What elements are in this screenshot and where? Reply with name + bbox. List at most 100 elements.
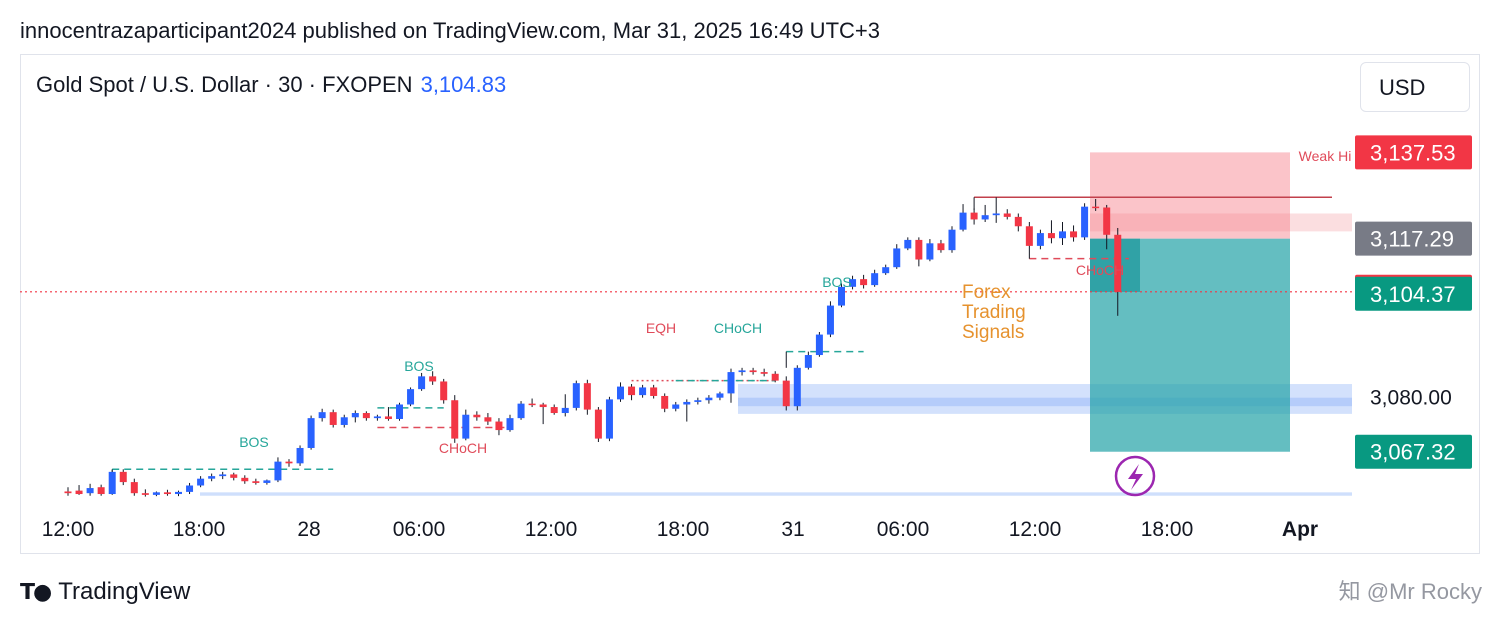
candle-body — [362, 413, 370, 419]
candle-body — [208, 476, 216, 479]
candle-body — [252, 481, 260, 483]
candle-body — [473, 414, 481, 418]
x-tick-label: 18:00 — [173, 518, 226, 541]
last-price: 3,104.83 — [420, 72, 507, 97]
demand-zone-core — [738, 397, 1352, 407]
candle-body — [484, 417, 492, 422]
lightning-icon — [1114, 455, 1156, 497]
candle-body — [163, 492, 171, 495]
candle-body — [650, 387, 658, 396]
candle-body — [296, 447, 304, 464]
x-tick-label: 12:00 — [1009, 518, 1062, 541]
demand-zone-bottom — [200, 492, 1352, 496]
chart-frame — [20, 54, 1480, 554]
candle-body — [318, 412, 326, 419]
candle-body — [418, 376, 426, 390]
candle-body — [495, 421, 503, 431]
annotation-choch-bull: CHoCH — [714, 320, 762, 336]
annotation-bos: BOS — [822, 274, 852, 290]
candle-body — [219, 474, 227, 477]
candle-body — [583, 383, 591, 410]
candle-body — [186, 485, 194, 492]
annotation-eqh: EQH — [646, 320, 676, 336]
candle-body — [64, 491, 72, 494]
candle-body — [1047, 233, 1055, 239]
candle-body — [594, 409, 602, 439]
signal-watermark-line: Trading — [962, 302, 1026, 323]
candle-body — [782, 380, 790, 407]
candle-body — [1103, 207, 1111, 235]
candle-body — [904, 239, 912, 249]
x-tick-label: 18:00 — [1141, 518, 1194, 541]
candle-body — [705, 397, 713, 401]
x-tick-label: 06:00 — [877, 518, 930, 541]
candle-body — [1114, 234, 1122, 292]
signal-watermark-line: Forex — [962, 282, 1011, 303]
candle-body — [1036, 233, 1044, 246]
candle-body — [815, 334, 823, 356]
brand-name: TradingView — [58, 578, 191, 605]
candle-body — [661, 395, 669, 409]
annotation-bos: BOS — [404, 358, 434, 374]
x-tick-label: 12:00 — [42, 518, 95, 541]
candle-body — [429, 376, 437, 382]
symbol-legend[interactable]: Gold Spot / U.S. Dollar · 30 · FXOPEN 3,1… — [36, 72, 506, 98]
supply-zone — [1090, 213, 1352, 232]
signal-watermark-line: Signals — [962, 322, 1024, 343]
candle-body — [175, 491, 182, 495]
candle-body — [274, 461, 282, 481]
currency-selector[interactable]: USD — [1360, 62, 1470, 112]
candle-body — [241, 477, 249, 482]
candle-body — [506, 418, 514, 431]
candle-body — [727, 372, 735, 394]
candle-body — [915, 239, 923, 260]
candle-body — [130, 482, 138, 494]
candle-body — [749, 370, 757, 373]
candle-body — [97, 487, 105, 495]
candle-body — [263, 480, 271, 483]
annotation-weak-high: Weak Hi — [1299, 148, 1352, 164]
author-watermark: 知 @Mr Rocky — [1338, 579, 1482, 604]
tradingview-logo[interactable]: ꓔ● TradingView — [20, 578, 190, 606]
candle-body — [1003, 213, 1011, 217]
candle-body — [970, 212, 978, 220]
candle-body — [351, 413, 359, 418]
candle-body — [1092, 206, 1100, 209]
candle-body — [550, 407, 558, 414]
candle-body — [152, 492, 160, 495]
x-tick-label: 12:00 — [525, 518, 578, 541]
candle-body — [871, 273, 879, 286]
candle-body — [307, 418, 315, 448]
candle-body — [771, 373, 779, 381]
candle-body — [230, 474, 238, 478]
candle-body — [992, 213, 1000, 216]
candle-body — [517, 403, 525, 419]
candle-body — [108, 471, 116, 495]
candle-body — [340, 417, 348, 425]
candle-body — [572, 383, 580, 408]
x-tick-label: 28 — [297, 518, 320, 541]
candle-body — [893, 248, 901, 268]
candle-body — [793, 367, 801, 407]
candle-body — [981, 215, 989, 220]
candle-body — [1070, 231, 1078, 238]
tv-logo-icon: ꓔ● — [20, 579, 52, 605]
published-line: innocentrazaparticipant2024 published on… — [20, 18, 880, 43]
candle-body — [948, 229, 956, 251]
candle-body — [849, 279, 857, 287]
annotation-choch-bear: CHoCH — [1076, 262, 1124, 278]
x-tick-label: 06:00 — [393, 518, 446, 541]
candle-body — [396, 404, 403, 419]
candle-body — [639, 387, 647, 396]
price-badge-label: 3,067.32 — [1370, 440, 1456, 465]
candle-body — [86, 488, 94, 494]
candle-body — [937, 243, 945, 251]
price-axis-label: 3,080.00 — [1370, 387, 1452, 410]
candle-body — [373, 416, 381, 419]
candle-body — [539, 404, 547, 408]
candle-body — [738, 370, 746, 373]
candle-body — [716, 393, 724, 398]
candle-body — [528, 403, 536, 406]
annotation-choch-bear: CHoCH — [439, 440, 487, 456]
